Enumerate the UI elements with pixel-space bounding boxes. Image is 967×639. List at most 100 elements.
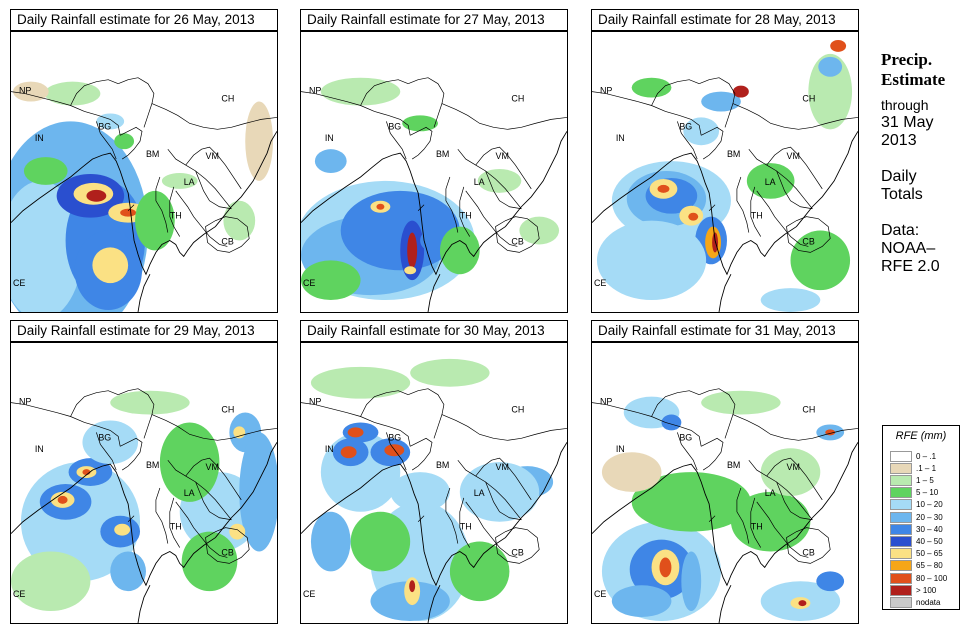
rainfall-area xyxy=(12,81,49,102)
rainfall-area xyxy=(657,184,670,193)
rainfall-area xyxy=(701,91,741,112)
country-label-ch: CH xyxy=(802,94,815,104)
rainfall-area xyxy=(519,216,560,245)
country-border xyxy=(701,437,724,471)
rainfall-map: NP CH IN BG BM VM LA TH CB CE xyxy=(592,388,858,623)
country-label-vm: VM xyxy=(787,462,800,472)
country-label-ce: CE xyxy=(303,589,315,599)
country-border xyxy=(386,121,407,160)
legend-item: 40 – 50 xyxy=(890,535,943,547)
legend-item: 5 – 10 xyxy=(890,487,938,499)
country-border xyxy=(701,126,724,160)
rainfall-area xyxy=(808,53,853,130)
rainfall-area xyxy=(110,551,146,592)
country-border xyxy=(708,204,716,211)
country-border xyxy=(167,148,232,209)
country-border xyxy=(475,457,532,501)
legend-item: .1 – 1 xyxy=(890,462,936,474)
caption-data-line3: RFE 2.0 xyxy=(881,258,940,275)
country-border xyxy=(459,497,471,548)
rainfall-area xyxy=(11,180,83,312)
map-panel-26-may: Daily Rainfall estimate for 26 May, 2013… xyxy=(10,9,278,313)
rainfall-area xyxy=(404,266,417,275)
country-border xyxy=(386,432,407,471)
country-label-bm: BM xyxy=(146,460,159,470)
country-border xyxy=(169,497,181,548)
country-border xyxy=(417,204,425,211)
legend-item: 30 – 40 xyxy=(890,523,943,535)
country-border xyxy=(786,216,831,253)
country-label-in: IN xyxy=(35,133,44,143)
country-border xyxy=(748,459,813,520)
country-border xyxy=(748,148,813,209)
country-label-vm: VM xyxy=(496,151,509,161)
country-border xyxy=(736,487,750,544)
rainfall-area xyxy=(732,85,749,98)
map-area: NP CH IN BG BM VM LA TH CB CE xyxy=(591,31,859,313)
country-label-vm: VM xyxy=(496,462,509,472)
country-border xyxy=(205,216,250,253)
country-border xyxy=(118,77,155,128)
rainfall-area xyxy=(120,208,137,217)
country-label-th: TH xyxy=(751,522,763,532)
country-border xyxy=(699,388,736,439)
rainfall-area xyxy=(746,163,795,199)
rainfall-area xyxy=(659,557,672,578)
country-border xyxy=(786,527,831,564)
coastline xyxy=(427,274,441,312)
legend-label: 50 – 65 xyxy=(916,549,943,559)
country-border xyxy=(11,402,121,447)
country-border xyxy=(677,121,698,160)
country-label-cb: CB xyxy=(802,236,814,246)
rainfall-area xyxy=(611,585,672,617)
rainfall-area xyxy=(57,495,68,504)
country-label-np: NP xyxy=(600,86,612,96)
legend-swatch xyxy=(890,535,912,547)
rainfall-area xyxy=(350,511,411,572)
country-border xyxy=(756,501,809,558)
caption-through: through xyxy=(881,97,929,113)
country-border xyxy=(167,459,232,520)
map-area: NP CH IN BG BM VM LA TH CB CE xyxy=(10,342,278,624)
rainfall-area xyxy=(340,190,460,271)
rainfall-area xyxy=(110,390,190,415)
coastline xyxy=(718,585,732,623)
country-label-in: IN xyxy=(35,444,44,454)
country-border xyxy=(465,190,518,247)
panel-title: Daily Rainfall estimate for 30 May, 2013 xyxy=(300,320,568,342)
legend-swatch xyxy=(890,499,912,511)
legend-label: 10 – 20 xyxy=(916,500,943,510)
country-label-bm: BM xyxy=(727,149,740,159)
country-border xyxy=(301,402,411,447)
legend-swatch xyxy=(890,523,912,535)
country-label-la: LA xyxy=(184,488,195,498)
panel-title: Daily Rainfall estimate for 31 May, 2013 xyxy=(591,320,859,342)
caption-data-line2: NOAA– xyxy=(881,240,936,257)
rainfall-area xyxy=(760,448,821,496)
legend-item: 20 – 30 xyxy=(890,511,943,523)
legend-label: 40 – 50 xyxy=(916,536,943,546)
country-border xyxy=(417,515,425,522)
legend-item: 65 – 80 xyxy=(890,560,943,572)
country-border xyxy=(732,103,858,130)
country-label-bm: BM xyxy=(436,149,449,159)
country-border xyxy=(766,146,823,190)
country-border xyxy=(776,481,813,521)
country-border xyxy=(750,497,762,548)
country-label-ce: CE xyxy=(303,278,315,288)
rainfall-map: NP CH IN BG BM VM LA TH CB CE xyxy=(592,39,858,312)
legend-swatch xyxy=(890,474,912,486)
legend-swatch xyxy=(890,596,912,608)
country-label-la: LA xyxy=(184,177,195,187)
country-label-ce: CE xyxy=(13,589,25,599)
rainfall-area xyxy=(23,157,68,185)
panel-title: Daily Rainfall estimate for 27 May, 2013 xyxy=(300,9,568,31)
country-border xyxy=(151,103,277,130)
caption-data-line1: Data: xyxy=(881,222,920,239)
legend-item: 50 – 65 xyxy=(890,548,943,560)
rainfall-area xyxy=(181,531,238,592)
country-border xyxy=(485,170,522,210)
country-label-la: LA xyxy=(474,488,485,498)
country-label-ch: CH xyxy=(221,94,234,104)
rainfall-area xyxy=(114,523,131,536)
